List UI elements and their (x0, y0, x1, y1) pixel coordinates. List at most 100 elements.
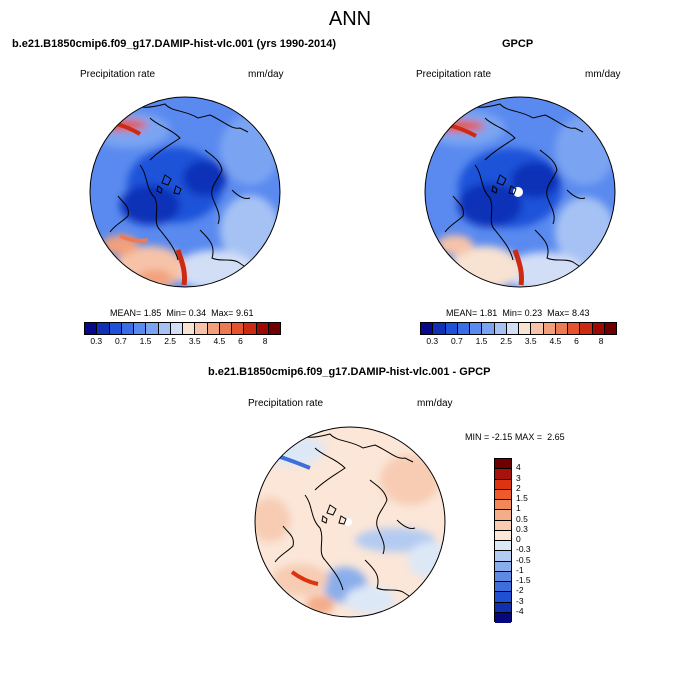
colorbar-swatch (495, 479, 511, 490)
panel3-colorbar (494, 458, 512, 623)
panel3-variable-label: Precipitation rate (248, 398, 324, 409)
colorbar-tick-label: 0.3 (90, 336, 103, 346)
colorbar-swatch (232, 323, 245, 334)
colorbar-swatch (495, 592, 511, 603)
colorbar-tick-label: -1 (516, 564, 524, 575)
colorbar-tick-label: 4.5 (549, 336, 562, 346)
colorbar-swatch (183, 323, 196, 334)
colorbar-swatch (494, 323, 507, 334)
panel3-min-value: -2.15 (491, 432, 513, 442)
colorbar-swatch (495, 571, 511, 582)
panel1-max-value: 9.61 (235, 308, 254, 318)
colorbar-tick-label: 0.3 (516, 523, 528, 534)
panel1-colorbar (84, 322, 281, 335)
colorbar-tick-label: 3 (516, 472, 521, 483)
panel2-case-title: GPCP (502, 38, 534, 50)
colorbar-swatch (495, 612, 511, 623)
colorbar-swatch (495, 500, 511, 511)
colorbar-swatch (256, 323, 269, 334)
colorbar-swatch (495, 489, 511, 500)
panel3-max-value: 2.65 (547, 432, 565, 442)
colorbar-swatch (146, 323, 159, 334)
colorbar-swatch (170, 323, 183, 334)
colorbar-tick-label: 0.3 (426, 336, 439, 346)
colorbar-tick-label: 6 (574, 336, 579, 346)
panel3-max-label: MAX = (514, 432, 543, 442)
colorbar-swatch (134, 323, 147, 334)
panel1-units-label: mm/day (248, 69, 284, 80)
colorbar-swatch (495, 582, 511, 593)
colorbar-tick-label: -4 (516, 605, 524, 616)
panel2-mean-value: 1.81 (479, 308, 498, 318)
panel1-mean-value: 1.85 (143, 308, 162, 318)
colorbar-swatch (121, 323, 134, 334)
colorbar-tick-label: -0.5 (516, 554, 531, 565)
panel2-colorbar (420, 322, 617, 335)
panel2-max-value: 8.43 (571, 308, 590, 318)
panel1-map-border (89, 96, 281, 288)
panel1-colorbar-ticks: 0.3 0.7 1.5 2.5 3.5 4.5 6 8 (84, 336, 281, 348)
colorbar-tick-label: 1.5 (475, 336, 488, 346)
colorbar-swatch (495, 510, 511, 521)
colorbar-swatch (580, 323, 593, 334)
colorbar-swatch (495, 541, 511, 552)
colorbar-swatch (543, 323, 556, 334)
panel1-stats: MEAN= 1.85 Min= 0.34 Max= 9.61 (110, 308, 253, 318)
colorbar-swatch (531, 323, 544, 334)
panel1-case-title: b.e21.B1850cmip6.f09_g17.DAMIP-hist-vlc.… (12, 38, 337, 50)
panel3-stats: MIN = -2.15 MAX = 2.65 (465, 432, 565, 442)
colorbar-tick-label: 3.5 (188, 336, 201, 346)
colorbar-swatch (421, 323, 434, 334)
panel2-mean-label: MEAN= (446, 308, 478, 318)
figure-title: ANN (328, 8, 372, 30)
colorbar-tick-label: 0.7 (450, 336, 463, 346)
colorbar-tick-label: -2 (516, 585, 524, 596)
panel2-stats: MEAN= 1.81 Min= 0.23 Max= 8.43 (446, 308, 589, 318)
colorbar-swatch (495, 520, 511, 531)
panel2-polar-map (425, 97, 615, 287)
panel1-max-label: Max= (211, 308, 234, 318)
panel3-colorbar-ticks: 4 3 2 1.5 1 0.5 0.3 0 -0.3 -0.5 -1 -1.5 -2 -3 -4 (516, 458, 546, 622)
panel2-min-value: 0.23 (524, 308, 543, 318)
colorbar-tick-label: 2.5 (164, 336, 177, 346)
colorbar-swatch (495, 561, 511, 572)
colorbar-tick-label: 2 (516, 482, 521, 493)
panel1-polar-map (90, 97, 280, 287)
colorbar-swatch (482, 323, 495, 334)
panel1-mean-label: MEAN= (110, 308, 142, 318)
colorbar-tick-label: -0.3 (516, 544, 531, 555)
colorbar-tick-label: 0.5 (516, 513, 528, 524)
colorbar-swatch (470, 323, 483, 334)
panel3-units-label: mm/day (417, 398, 453, 409)
colorbar-tick-label: 0 (516, 534, 521, 544)
colorbar-swatch (97, 323, 110, 334)
colorbar-tick-label: 0.7 (114, 336, 127, 346)
colorbar-swatch (219, 323, 232, 334)
colorbar-swatch (158, 323, 171, 334)
colorbar-swatch (195, 323, 208, 334)
colorbar-swatch (207, 323, 220, 334)
colorbar-tick-label: 8 (262, 336, 268, 346)
panel3-min-label: MIN = (465, 432, 490, 442)
panel1-min-value: 0.34 (188, 308, 207, 318)
colorbar-tick-label: -3 (516, 595, 524, 606)
colorbar-swatch (445, 323, 458, 334)
colorbar-swatch (268, 323, 280, 334)
panel2-colorbar-ticks: 0.3 0.7 1.5 2.5 3.5 4.5 6 8 (420, 336, 617, 348)
colorbar-swatch (495, 459, 511, 470)
colorbar-swatch (519, 323, 532, 334)
colorbar-swatch (495, 602, 511, 613)
colorbar-swatch (495, 469, 511, 480)
panel3-case-title: b.e21.B1850cmip6.f09_g17.DAMIP-hist-vlc.… (208, 366, 491, 378)
colorbar-swatch (568, 323, 581, 334)
colorbar-tick-label: 1.5 (516, 493, 528, 503)
colorbar-swatch (555, 323, 568, 334)
colorbar-tick-label: 3.5 (524, 336, 537, 346)
panel1-variable-label: Precipitation rate (80, 69, 156, 80)
panel2-units-label: mm/day (585, 69, 621, 80)
panel3-polar-map (255, 427, 445, 617)
colorbar-swatch (109, 323, 122, 334)
colorbar-swatch (433, 323, 446, 334)
colorbar-swatch (85, 323, 98, 334)
